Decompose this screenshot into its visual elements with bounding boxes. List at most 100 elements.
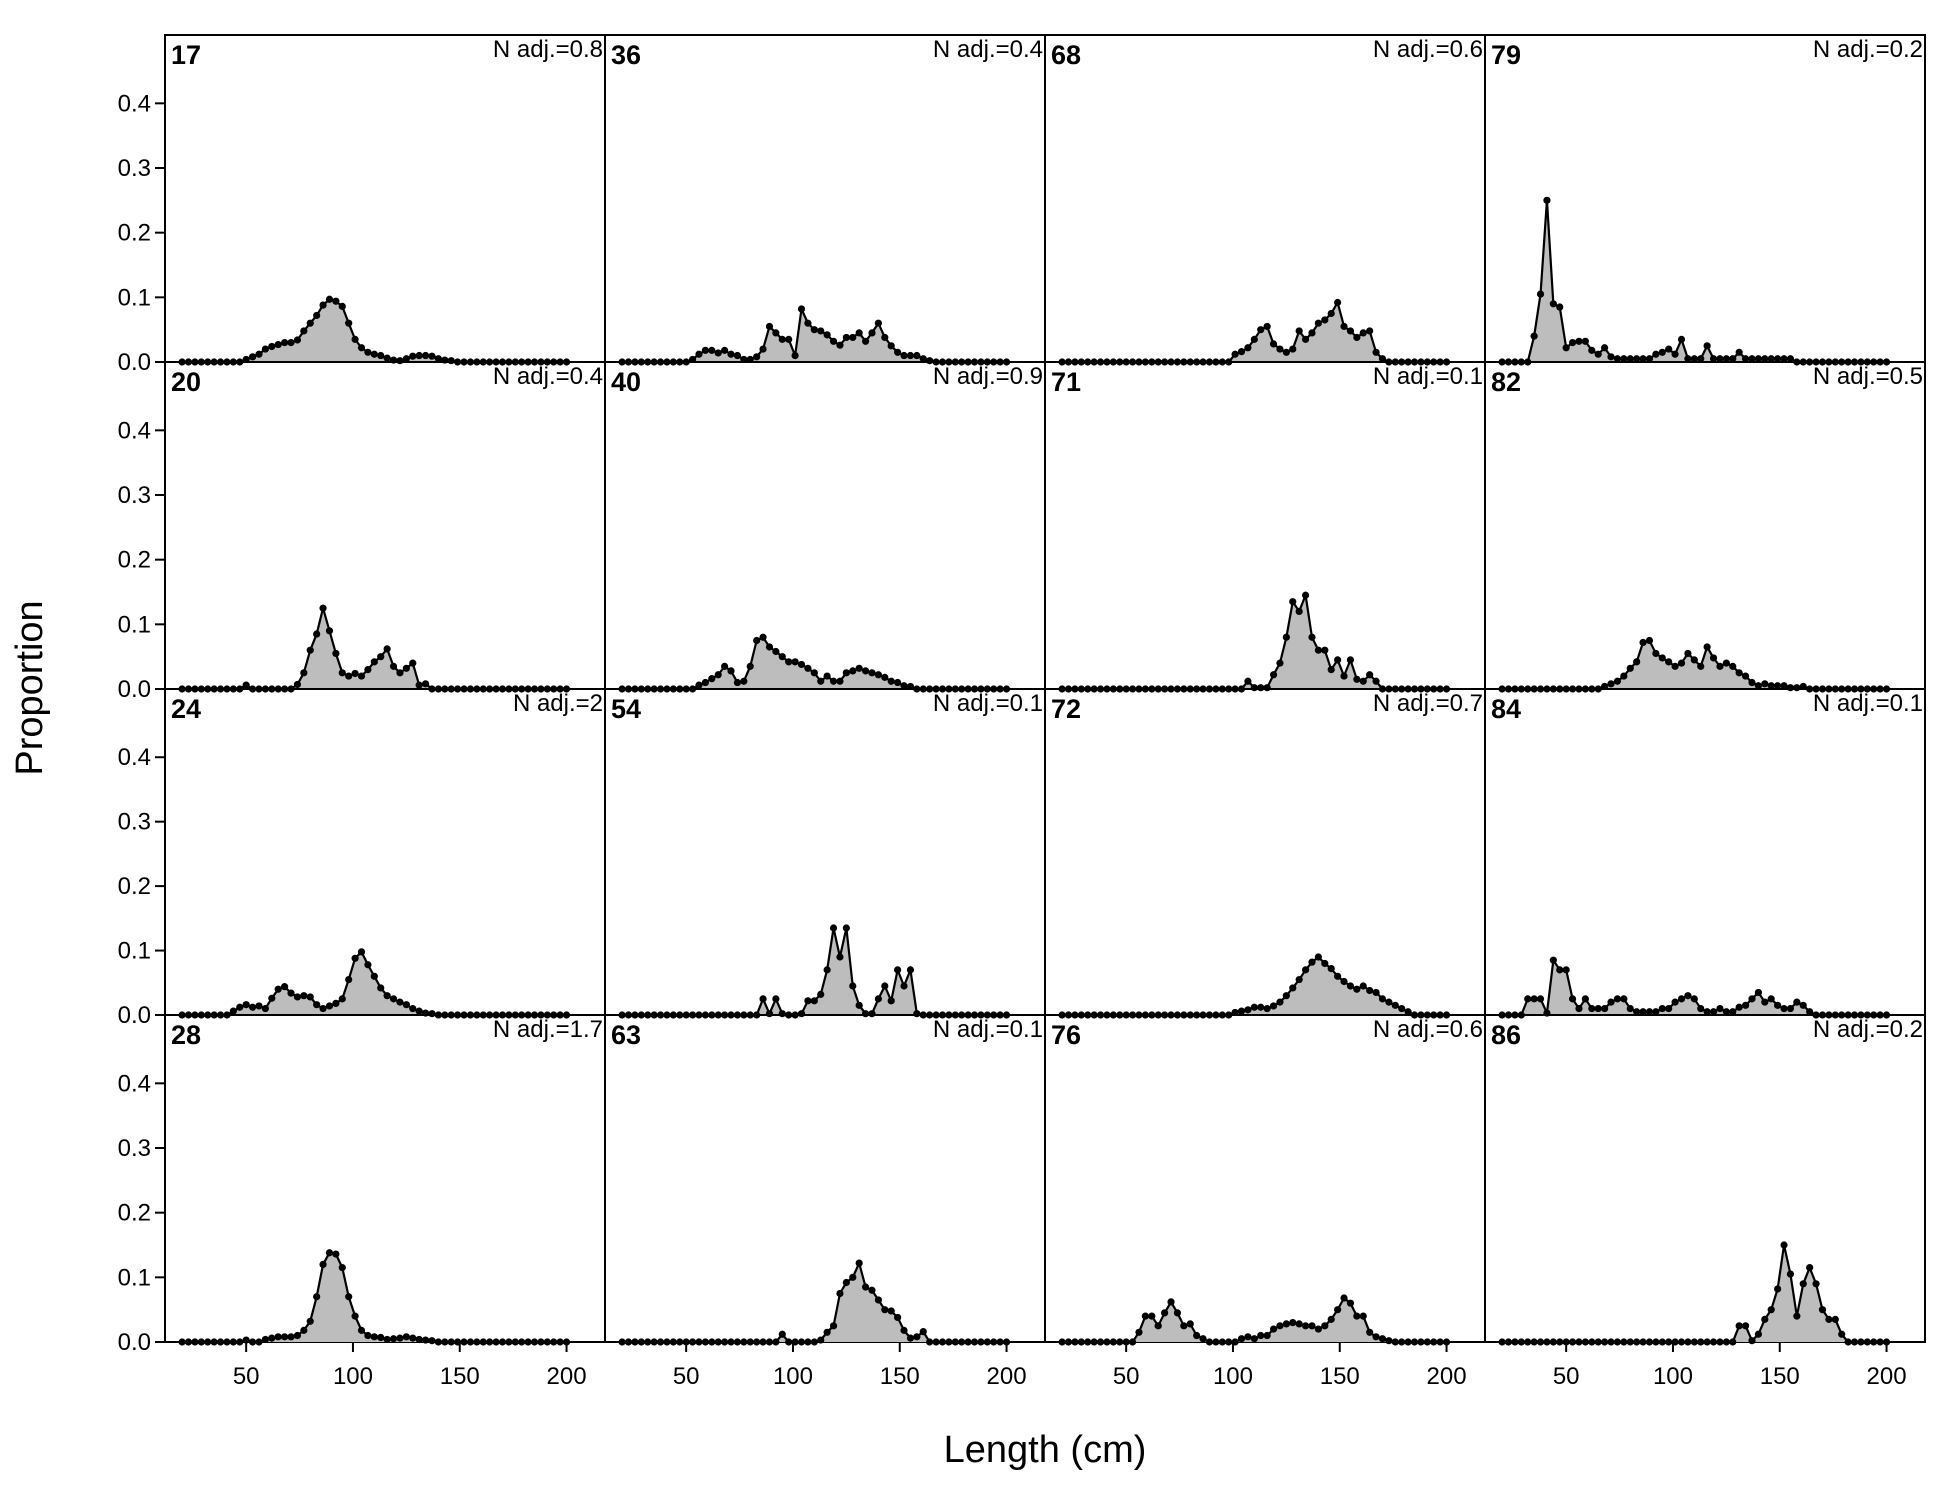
data-point [1818,1306,1827,1314]
data-point [1741,355,1750,363]
data-point [1301,966,1310,974]
data-point [1709,654,1718,662]
data-point [1289,345,1297,353]
data-point [1391,1001,1399,1009]
data-point [714,671,722,679]
data-point [1594,1004,1602,1013]
data-point [663,1338,671,1346]
data-point [1353,1312,1361,1320]
data-point [656,1338,665,1346]
data-point [325,1249,334,1257]
y-axes-group: 0.0 0.1 0.2 0.3 0.4 0.0 0.1 0.2 0.3 0.4 0.0 0.1 0.2 0… [118,90,165,1356]
data-point [1282,1320,1290,1328]
data-point [1754,1330,1762,1338]
data-point [1633,355,1641,363]
data-point [785,658,793,666]
data-point [1071,1338,1079,1346]
panel-frame [1044,361,1486,690]
data-point [900,351,908,360]
data-point [1735,1322,1743,1330]
data-point [1257,684,1265,692]
data-point [1812,1280,1820,1288]
data-point [402,1001,410,1009]
data-point [313,311,321,320]
panel-label: 72 [1051,694,1081,724]
y-tick-label: 0.4 [118,1070,151,1097]
data-point [498,1338,507,1346]
y-tick-label: 0.0 [118,349,151,376]
data-point [1269,1325,1278,1333]
data-point [511,1338,519,1346]
data-point [229,1007,237,1015]
n-adj-label: N adj.=0.4 [493,363,603,390]
data-point [1754,988,1762,997]
data-point [1581,337,1589,345]
data-point [274,340,282,349]
data-point [1716,355,1724,363]
data-point [618,1338,626,1346]
data-point [842,669,850,677]
data-point [1665,1004,1673,1013]
data-point [1064,1338,1073,1346]
data-point [357,344,366,352]
data-point [804,997,812,1005]
data-point [836,1289,844,1298]
data-point [727,350,735,358]
data-point [900,982,908,990]
data-point [1257,1331,1265,1340]
data-point [1799,1001,1807,1009]
data-point [721,346,729,354]
data-point [383,992,391,1000]
data-point [868,1286,876,1294]
data-point [1754,355,1762,363]
data-point [281,1333,289,1341]
data-point [377,1333,385,1342]
data-point [1244,1006,1252,1014]
data-point [1767,995,1775,1003]
data-point [1334,656,1342,664]
data-point [1366,671,1374,679]
area-28 [182,1252,567,1342]
data-point [945,1338,953,1346]
panel-frame [164,361,606,690]
data-point [377,653,385,661]
data-point [1863,1338,1871,1346]
data-point [1237,1007,1246,1015]
y-tick-label: 0.2 [118,1200,151,1227]
data-point [441,1338,449,1346]
data-point [765,1338,774,1346]
data-point [836,341,844,349]
data-point [1385,998,1393,1006]
data-point [1225,1338,1233,1346]
data-point [759,995,767,1003]
data-point [842,924,850,932]
data-point [1530,1338,1538,1346]
data-point [785,1338,793,1346]
data-point [1282,348,1290,356]
data-point [1359,677,1367,685]
data-point [1231,350,1239,358]
data-point [708,1338,716,1346]
data-point [1366,327,1374,335]
data-point [332,297,340,305]
data-point [817,677,825,685]
data-point [1761,998,1769,1006]
data-point [868,329,876,337]
data-point [274,985,282,993]
data-point [874,1296,882,1304]
data-point [1652,350,1660,358]
data-point [1269,1002,1278,1010]
data-point [810,997,818,1005]
panel-frame [164,688,606,1016]
data-point [1652,1008,1660,1016]
area-36 [622,308,1007,362]
y-tick-label: 0.0 [118,1329,151,1356]
data-point [1780,682,1788,690]
panel-label: 28 [171,1020,201,1050]
data-point [778,1010,786,1018]
data-point [861,337,870,345]
panel-frame [1484,688,1926,1016]
data-point [1639,1008,1647,1016]
data-point [306,646,314,654]
data-point [345,672,353,680]
